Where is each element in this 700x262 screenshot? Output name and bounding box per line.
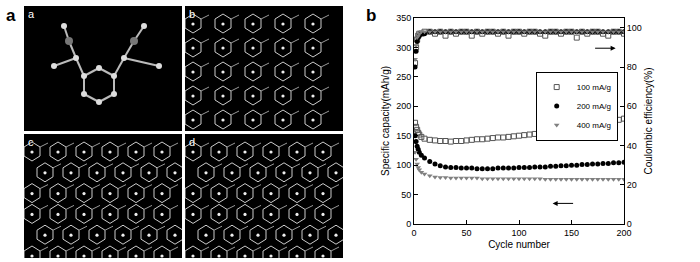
svg-text:400 mA/g: 400 mA/g — [577, 121, 611, 130]
svg-text:60: 60 — [627, 101, 637, 111]
svg-text:40: 40 — [627, 141, 637, 151]
html-text:a: a — [6, 6, 16, 25]
svg-text:Cycle number: Cycle number — [488, 239, 550, 250]
svg-text:0: 0 — [406, 219, 411, 229]
svg-text:350: 350 — [396, 13, 411, 23]
svg-text:d: d — [189, 136, 195, 148]
svg-text:Specific capacity(mAh/g): Specific capacity(mAh/g) — [380, 66, 391, 176]
svg-text:150: 150 — [564, 228, 579, 238]
svg-text:20: 20 — [627, 180, 637, 190]
svg-text:Coulombic efficiency(%): Coulombic efficiency(%) — [643, 67, 654, 174]
svg-text:0: 0 — [411, 228, 416, 238]
svg-text:100 mA/g: 100 mA/g — [577, 83, 611, 92]
svg-text:200: 200 — [616, 228, 631, 238]
svg-text:100: 100 — [396, 160, 411, 170]
svg-text:150: 150 — [396, 131, 411, 141]
svg-text:c: c — [28, 136, 34, 148]
html-text:b: b — [366, 6, 377, 25]
svg-text:100: 100 — [627, 23, 642, 33]
svg-text:200: 200 — [396, 101, 411, 111]
svg-text:250: 250 — [396, 72, 411, 82]
svg-text:50: 50 — [401, 190, 411, 200]
svg-text:200 mA/g: 200 mA/g — [577, 102, 611, 111]
svg-text:a: a — [28, 8, 35, 20]
svg-text:100: 100 — [511, 228, 526, 238]
svg-text:b: b — [189, 8, 195, 20]
svg-text:50: 50 — [461, 228, 471, 238]
svg-text:300: 300 — [396, 43, 411, 53]
svg-text:0: 0 — [627, 219, 632, 229]
svg-text:80: 80 — [627, 62, 637, 72]
